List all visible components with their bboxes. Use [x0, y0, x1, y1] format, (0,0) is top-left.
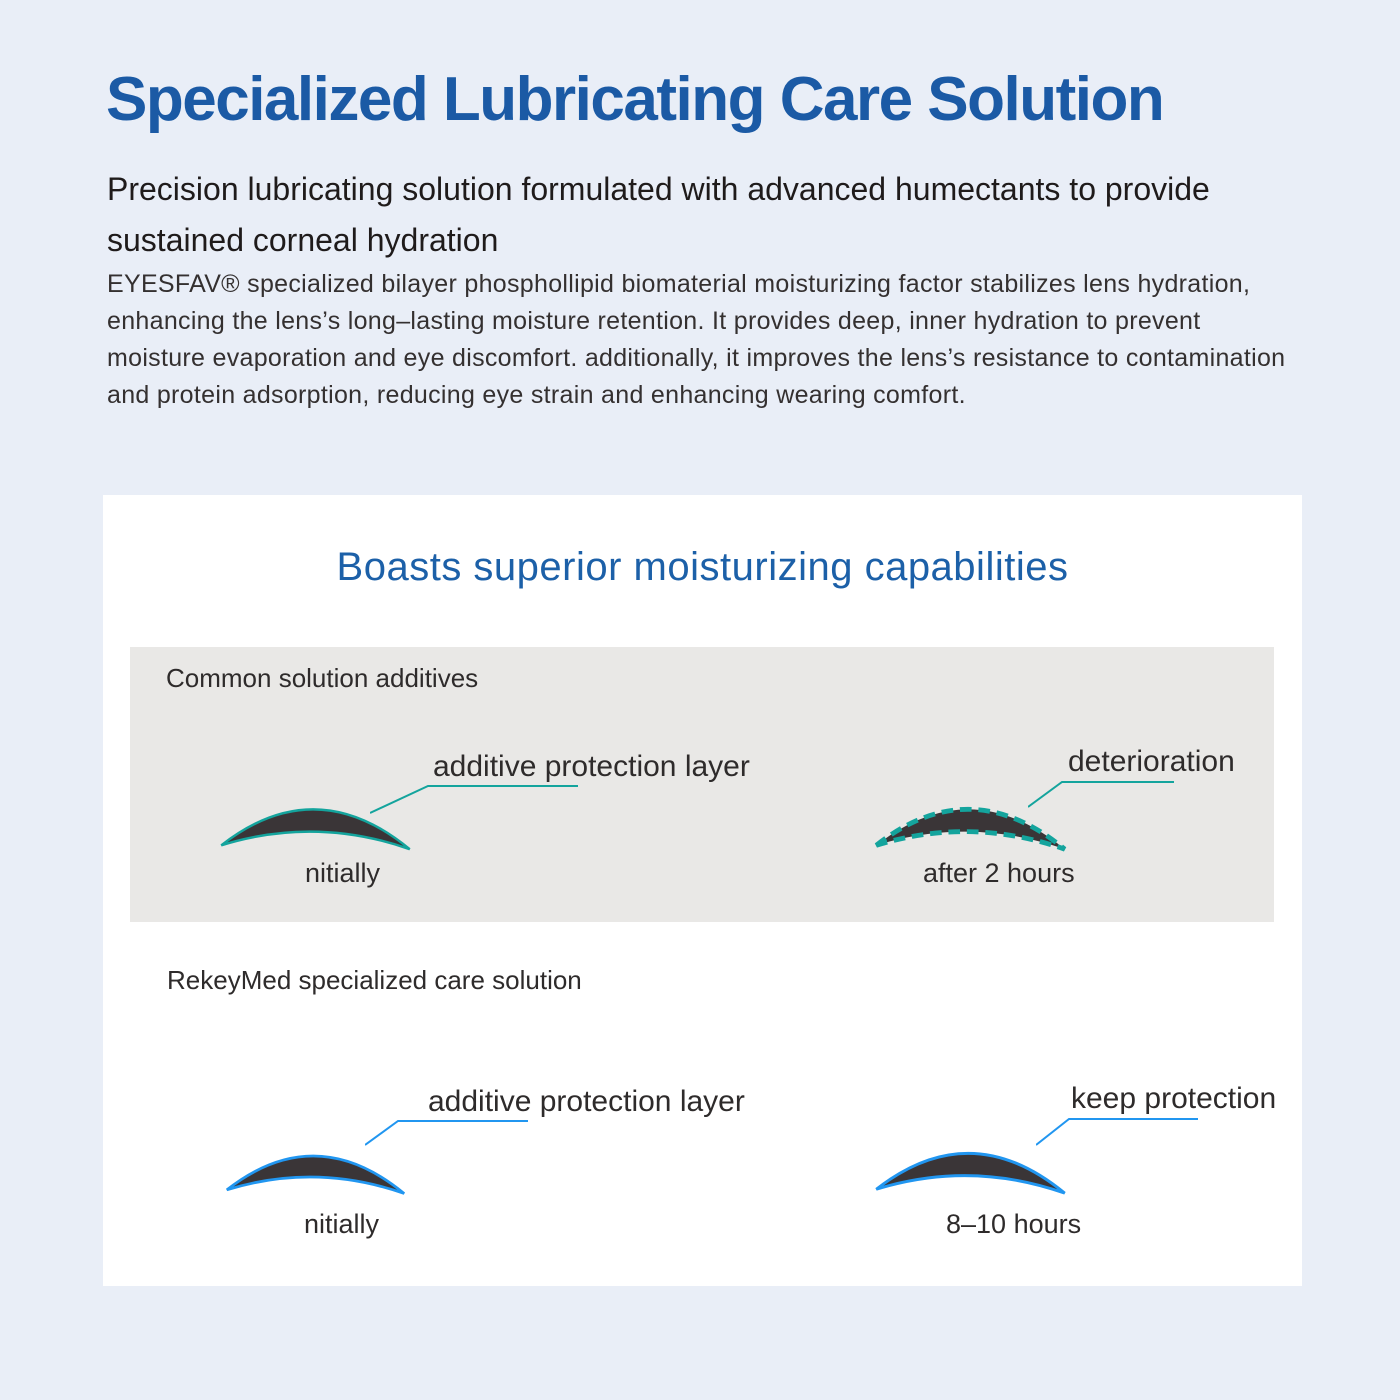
leader-line-icon	[370, 785, 578, 814]
lens-protected-blue-icon	[225, 1154, 406, 1195]
leader-line-icon	[1028, 781, 1174, 808]
intro-paragraph: EYESFAV® specialized bilayer phosphollip…	[107, 266, 1285, 414]
specialized-solution-label: RekeyMed specialized care solution	[167, 965, 582, 995]
lens-protected-blue-icon	[875, 1151, 1066, 1195]
caption-initially: nitially	[304, 1209, 380, 1239]
leader-line-icon	[365, 1120, 528, 1146]
subtitle-line: sustained corneal hydration	[107, 222, 499, 258]
intro-line: EYESFAV® specialized bilayer phosphollip…	[107, 270, 1251, 298]
leader-line-icon	[1036, 1118, 1198, 1146]
callout-deterioration: deterioration	[1068, 745, 1235, 778]
intro-line: and protein adsorption, reducing eye str…	[107, 381, 966, 409]
card-title: Boasts superior moisturizing capabilitie…	[336, 545, 1069, 589]
intro-line: moisture evaporation and eye discomfort.…	[107, 344, 1286, 372]
common-additives-label: Common solution additives	[166, 663, 479, 693]
callout-additive-protection-layer: additive protection layer	[433, 750, 750, 783]
caption-after-2-hours: after 2 hours	[923, 858, 1075, 888]
common-additives-panel: Common solution additives additive prote…	[130, 647, 1274, 922]
intro-line: enhancing the lens’s long–lasting moistu…	[107, 307, 1201, 335]
caption-8-10-hours: 8–10 hours	[946, 1209, 1082, 1239]
lens-protected-teal-icon	[220, 808, 411, 851]
callout-keep-protection: keep protection	[1071, 1082, 1277, 1115]
page-subtitle: Precision lubricating solution formulate…	[107, 164, 1210, 266]
subtitle-line: Precision lubricating solution formulate…	[107, 171, 1210, 207]
callout-additive-protection-layer: additive protection layer	[428, 1085, 745, 1118]
lens-deteriorated-dashed-icon	[874, 806, 1067, 852]
page-title: Specialized Lubricating Care Solution	[106, 65, 1165, 134]
caption-initially: nitially	[305, 858, 381, 888]
benefits-card: Boasts superior moisturizing capabilitie…	[103, 495, 1302, 1286]
